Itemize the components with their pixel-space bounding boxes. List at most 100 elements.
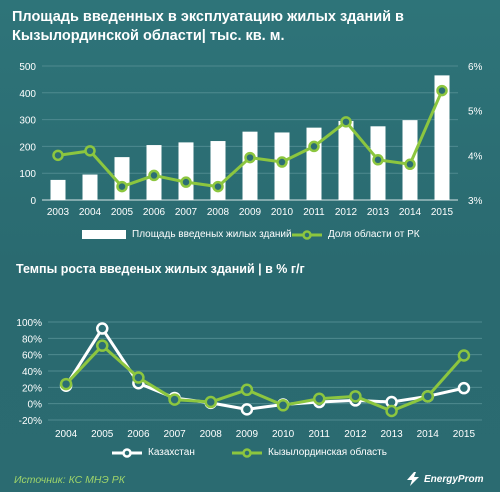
x-tick-label: 2004	[79, 207, 102, 218]
share-point	[180, 176, 192, 188]
x-tick-label: 2013	[367, 207, 390, 218]
brand-logo: EnergyProm	[405, 472, 483, 486]
share-point	[148, 169, 160, 182]
x-tick-label: 2006	[127, 429, 150, 440]
legend-bar: Площадь введеных жилых зданий	[82, 229, 292, 240]
kyzylorda-point	[349, 390, 362, 403]
x-tick-label: 2013	[380, 429, 403, 440]
x-tick-label: 2008	[207, 207, 230, 218]
kyzylorda-point	[421, 390, 434, 403]
y-tick-label: 80%	[22, 334, 42, 345]
legend-share-swatch	[292, 229, 322, 240]
y-tick-label: 0%	[28, 400, 43, 411]
lightning-icon	[407, 472, 419, 486]
bar	[50, 179, 66, 200]
y-right-tick-label: 6%	[468, 62, 483, 73]
y-tick-label: 60%	[22, 351, 42, 362]
kazakhstan-point	[96, 322, 109, 335]
x-tick-label: 2010	[271, 207, 294, 218]
x-tick-label: 2012	[344, 429, 367, 440]
y-left-tick-label: 500	[19, 62, 36, 73]
x-tick-label: 2006	[143, 207, 166, 218]
legend-bar-label: Площадь введеных жилых зданий	[132, 229, 292, 240]
x-tick-label: 2005	[111, 207, 134, 218]
y-left-tick-label: 300	[19, 116, 36, 127]
y-right-tick-label: 5%	[468, 107, 483, 118]
bar	[338, 120, 354, 200]
page-title: Площадь введенных в эксплуатацию жилых з…	[12, 8, 482, 46]
source-note: Источник: КС МНЭ РК	[14, 474, 125, 486]
bar	[82, 174, 98, 200]
y-tick-label: -20%	[19, 416, 42, 427]
kyzylorda-point	[457, 349, 471, 362]
x-tick-label: 2003	[47, 207, 70, 218]
x-tick-label: 2004	[55, 429, 78, 440]
legend-share: Доля области от РК	[292, 229, 420, 240]
share-point	[244, 151, 256, 164]
y-tick-label: 40%	[22, 367, 42, 378]
share-point	[436, 84, 448, 97]
share-point	[116, 180, 128, 193]
kyzylorda-point	[313, 392, 326, 406]
x-tick-label: 2009	[236, 429, 259, 440]
y-left-tick-label: 200	[19, 142, 36, 153]
x-tick-label: 2011	[303, 207, 325, 218]
title-line-1: Площадь введенных в эксплуатацию жилых з…	[12, 9, 404, 25]
y-tick-label: 20%	[22, 383, 42, 394]
x-tick-label: 2007	[175, 207, 198, 218]
x-tick-label: 2007	[163, 429, 186, 440]
y-left-tick-label: 100	[19, 169, 36, 180]
bar	[306, 127, 322, 200]
x-tick-label: 2008	[200, 429, 223, 440]
kyzylorda-point	[204, 395, 217, 409]
kyzylorda-point	[59, 377, 73, 391]
x-tick-label: 2005	[91, 429, 114, 440]
share-point	[372, 154, 384, 166]
kazakhstan-point	[457, 381, 471, 395]
legend-kzo-label: Кызылординская область	[268, 447, 387, 458]
share-point	[212, 180, 224, 193]
growth-rate-chart: -20% 0% 20% 40% 60% 80% 100% 2004 2005 2006 2007 20…	[16, 318, 482, 440]
legend-share-label: Доля области от РК	[328, 229, 420, 240]
x-tick-label: 2012	[335, 207, 358, 218]
share-point	[276, 156, 288, 168]
legend-kzo-swatch	[232, 447, 262, 458]
legend-kz-swatch	[112, 447, 142, 458]
y-left-tick-label: 0	[30, 196, 36, 207]
kyzylorda-point	[385, 404, 398, 418]
x-tick-label: 2011	[308, 429, 330, 440]
x-tick-label: 2014	[399, 207, 422, 218]
bar	[178, 142, 194, 200]
y-left-tick-label: 400	[19, 89, 36, 100]
brand-name: EnergyProm	[424, 473, 484, 485]
y-right-tick-label: 4%	[468, 151, 483, 162]
bar	[434, 75, 450, 200]
kazakhstan-point	[240, 403, 254, 416]
legend-kz-label: Казахстан	[148, 447, 195, 458]
legend-bar-swatch	[82, 230, 126, 239]
x-tick-label: 2014	[417, 429, 440, 440]
legend-kzo: Кызылординская область	[232, 447, 387, 458]
kyzylorda-point	[132, 371, 145, 384]
kyzylorda-point	[240, 383, 254, 397]
y-tick-label: 100%	[16, 318, 42, 329]
share-point	[308, 140, 320, 153]
kyzylorda-point	[276, 399, 290, 412]
share-point	[52, 149, 64, 162]
x-tick-label: 2015	[453, 429, 476, 440]
x-tick-label: 2009	[239, 207, 262, 218]
x-tick-label: 2010	[272, 429, 295, 440]
chart2-title: Темпы роста введеных жилых зданий | в % …	[16, 262, 305, 276]
share-point	[340, 116, 352, 128]
kyzylorda-line	[64, 344, 466, 413]
kyzylorda-point	[168, 393, 181, 406]
title-line-2: Кызылординской области| тыс. кв. м.	[12, 28, 285, 44]
legend-kz: Казахстан	[112, 447, 195, 458]
share-point	[404, 158, 416, 171]
area-chart-bar-line: 0 100 200 300 400 500 3% 4% 5% 6% 2003 2004 2005 2006…	[19, 62, 483, 218]
x-tick-label: 2015	[431, 207, 454, 218]
kyzylorda-point	[96, 339, 109, 352]
share-point	[84, 145, 96, 157]
bar	[242, 131, 258, 200]
